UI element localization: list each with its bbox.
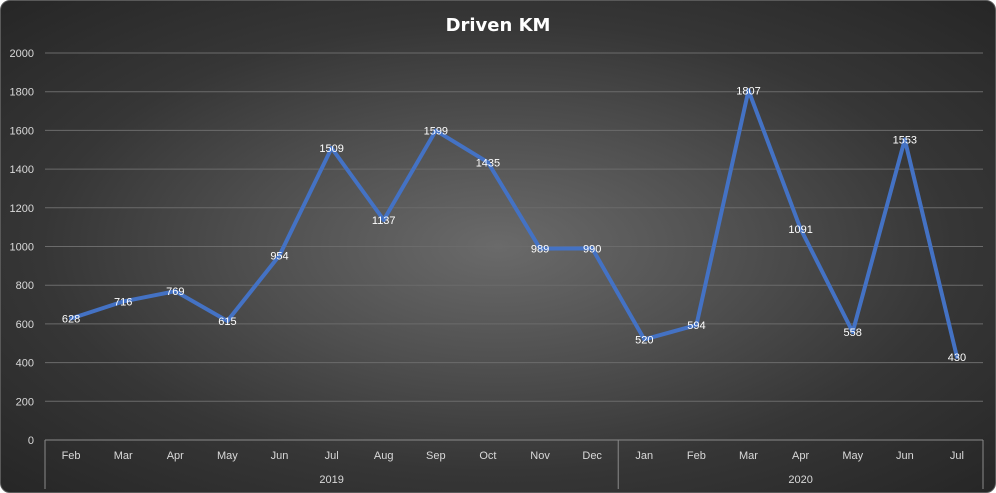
data-label: 954 xyxy=(270,250,288,262)
x-tick-label: May xyxy=(842,450,863,462)
data-label: 594 xyxy=(687,320,705,332)
y-tick-label: 2000 xyxy=(10,48,34,60)
y-axis-tick-labels: 0 200 400 600 800 1000 1200 1400 1600 1800 2000 xyxy=(10,48,34,447)
year-group-label: 2019 xyxy=(319,474,343,486)
y-tick-label: 800 xyxy=(16,280,34,292)
data-label: 615 xyxy=(218,316,236,328)
y-tick-label: 200 xyxy=(16,396,34,408)
year-group-label: 2020 xyxy=(788,474,812,486)
data-label: 520 xyxy=(635,334,653,346)
data-label: 430 xyxy=(948,352,966,364)
data-point xyxy=(538,246,543,251)
data-point xyxy=(642,337,647,342)
data-point xyxy=(798,226,803,231)
data-label: 1807 xyxy=(736,85,760,97)
x-tick-label: Jun xyxy=(271,450,289,462)
y-tick-label: 400 xyxy=(16,358,34,370)
x-tick-label: Apr xyxy=(792,450,809,462)
series-line-path xyxy=(69,88,959,359)
y-tick-label: 1800 xyxy=(10,87,34,99)
x-tick-label: Nov xyxy=(530,450,550,462)
data-point xyxy=(381,217,386,222)
x-axis: Feb Mar Apr May Jun Jul Aug Sep Oct Nov Dec Jan Feb M… xyxy=(44,439,984,489)
data-label: 1435 xyxy=(476,157,500,169)
data-label: 1137 xyxy=(372,215,396,227)
y-tick-label: 1000 xyxy=(10,242,34,254)
x-tick-label: Oct xyxy=(479,450,496,462)
data-label: 716 xyxy=(114,296,132,308)
data-label: 1091 xyxy=(788,224,812,236)
data-point xyxy=(902,137,907,142)
data-label: 990 xyxy=(583,243,601,255)
data-label: 769 xyxy=(166,286,184,298)
x-tick-label: Dec xyxy=(582,450,602,462)
series-line xyxy=(69,88,959,359)
x-tick-label: Jul xyxy=(950,450,964,462)
data-label: 989 xyxy=(531,244,549,256)
data-point xyxy=(433,128,438,133)
data-point xyxy=(590,246,595,251)
x-tick-label: Jul xyxy=(325,450,339,462)
y-tick-label: 0 xyxy=(28,435,34,447)
y-tick-label: 600 xyxy=(16,319,34,331)
x-tick-label: Mar xyxy=(739,450,758,462)
x-tick-label: Mar xyxy=(114,450,133,462)
y-tick-label: 1200 xyxy=(10,203,34,215)
data-point xyxy=(746,88,751,93)
x-tick-label: Jan xyxy=(635,450,653,462)
x-tick-label: Jun xyxy=(896,450,914,462)
y-tick-label: 1600 xyxy=(10,125,34,137)
data-label: 628 xyxy=(62,313,80,325)
x-tick-label: Sep xyxy=(426,450,446,462)
y-tick-label: 1400 xyxy=(10,164,34,176)
data-point xyxy=(694,323,699,328)
data-point xyxy=(225,318,230,323)
data-labels: 628 716 769 615 954 1509 1137 1599 1435 989 990 520… xyxy=(62,85,966,363)
chart-title: Driven KM xyxy=(446,15,551,36)
data-point xyxy=(850,330,855,335)
data-point xyxy=(485,160,490,165)
x-tick-label: Apr xyxy=(167,450,184,462)
data-point xyxy=(954,354,959,359)
x-tick-label: Feb xyxy=(62,450,81,462)
data-point xyxy=(173,289,178,294)
data-label: 1509 xyxy=(319,143,343,155)
data-point xyxy=(121,299,126,304)
x-tick-label: May xyxy=(217,450,238,462)
data-point xyxy=(329,146,334,151)
x-tick-label: Feb xyxy=(687,450,706,462)
data-point xyxy=(69,316,74,321)
gridlines xyxy=(45,52,983,441)
data-label: 558 xyxy=(844,327,862,339)
data-label: 1553 xyxy=(893,134,917,146)
x-tick-label: Aug xyxy=(374,450,394,462)
data-label: 1599 xyxy=(424,126,448,138)
data-point xyxy=(277,253,282,258)
